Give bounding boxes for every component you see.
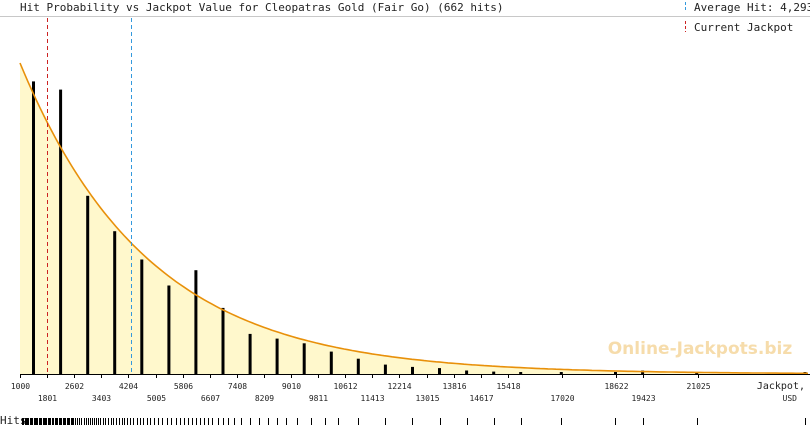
x-tick-label-lower-8: 14617 bbox=[469, 394, 493, 403]
legend-current-label: Current Jackpot bbox=[694, 21, 793, 34]
chart-title: Hit Probability vs Jackpot Value for Cle… bbox=[20, 1, 503, 14]
probability-curve bbox=[19, 62, 808, 375]
hits-rug bbox=[22, 418, 806, 425]
x-tick-label-lower-9: 17020 bbox=[550, 394, 574, 403]
x-tick-label-lower-4: 8209 bbox=[255, 394, 274, 403]
x-tick-label-upper-6: 10612 bbox=[333, 382, 357, 391]
x-axis-unit: USD bbox=[783, 394, 798, 403]
x-tick-label-upper-1: 2602 bbox=[65, 382, 84, 391]
x-tick-label-upper-5: 9010 bbox=[282, 382, 301, 391]
x-tick-label-lower-5: 9811 bbox=[309, 394, 328, 403]
watermark: Online-Jackpots.biz bbox=[608, 339, 793, 359]
bar-4 bbox=[140, 259, 144, 374]
bar-18 bbox=[519, 372, 523, 374]
curve-area bbox=[20, 63, 808, 374]
x-tick-label-upper-8: 13816 bbox=[442, 382, 466, 391]
x-tick-label-upper-3: 5806 bbox=[174, 382, 193, 391]
bar-5 bbox=[167, 285, 171, 374]
x-tick-label-upper-4: 7408 bbox=[228, 382, 247, 391]
x-tick-label-lower-1: 3403 bbox=[92, 394, 111, 403]
bar-6 bbox=[194, 270, 198, 374]
bar-3 bbox=[113, 231, 117, 374]
hits-rug-label: Hits bbox=[0, 414, 27, 425]
x-tick-label-upper-2: 4204 bbox=[119, 382, 138, 391]
bar-16 bbox=[465, 370, 469, 374]
x-tick-label-lower-2: 5005 bbox=[147, 394, 166, 403]
bar-14 bbox=[411, 366, 414, 374]
bar-15 bbox=[438, 368, 441, 374]
bar-19 bbox=[559, 372, 563, 374]
x-axis-label: Jackpot, bbox=[757, 381, 805, 392]
bar-9 bbox=[275, 338, 279, 374]
bar-2 bbox=[86, 195, 90, 374]
bar-1 bbox=[59, 89, 63, 374]
x-tick-label-upper-7: 12214 bbox=[387, 382, 411, 391]
bar-10 bbox=[302, 343, 306, 374]
bar-13 bbox=[383, 364, 387, 374]
x-tick-label-lower-6: 11413 bbox=[360, 394, 384, 403]
legend: Average Hit: 4,293 Current Jackpot bbox=[685, 1, 810, 34]
bars bbox=[32, 81, 807, 375]
bar-7 bbox=[221, 307, 225, 374]
x-tick-label-lower-10: 19423 bbox=[631, 394, 655, 403]
x-tick-label-upper-0: 1000 bbox=[11, 382, 30, 391]
x-tick-label-upper-11: 21025 bbox=[686, 382, 710, 391]
x-tick-label-lower-7: 13015 bbox=[415, 394, 439, 403]
legend-average-label: Average Hit: 4,293 bbox=[694, 1, 810, 14]
x-axis-ticks: 1000 2602 4204 5806 7408 9010 10612 12214 13816 1… bbox=[11, 374, 711, 403]
bar-20 bbox=[614, 372, 617, 374]
x-tick-label-upper-10: 18622 bbox=[604, 382, 628, 391]
x-tick-label-upper-9: 15418 bbox=[496, 382, 520, 391]
bar-0 bbox=[32, 81, 35, 375]
x-tick-label-lower-0: 1801 bbox=[38, 394, 57, 403]
bar-8 bbox=[248, 333, 252, 374]
bar-12 bbox=[356, 358, 360, 374]
x-tick-label-lower-3: 6607 bbox=[201, 394, 220, 403]
bar-17 bbox=[492, 371, 496, 374]
bar-11 bbox=[329, 351, 333, 374]
